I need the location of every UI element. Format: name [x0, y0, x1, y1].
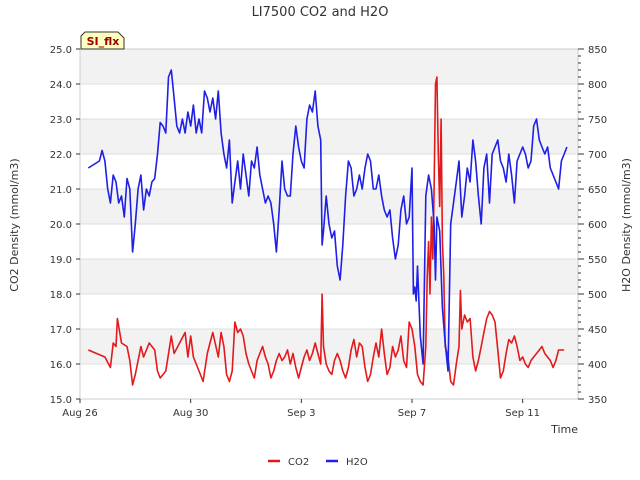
grid-band	[80, 84, 578, 119]
legend-label-h2o: H2O	[346, 457, 368, 468]
y-right-tick-label: 600	[588, 220, 607, 231]
legend-label-co2: CO2	[288, 457, 309, 468]
y-left-tick-label: 16.0	[50, 360, 72, 371]
legend: CO2 H2O	[268, 457, 368, 468]
y-right-tick-label: 700	[588, 150, 607, 161]
grid-band	[80, 154, 578, 189]
series-layer	[87, 69, 568, 386]
chart-title: LI7500 CO2 and H2O	[252, 5, 389, 20]
grid-band	[80, 224, 578, 259]
x-tick-label: Sep 7	[398, 408, 426, 419]
y-axis-left-label: CO2 Density (mmol/m3)	[8, 158, 21, 291]
grid-band	[80, 329, 578, 364]
y-right-tick-label: 500	[588, 290, 607, 301]
y-left-tick-label: 19.0	[50, 255, 72, 266]
x-tick-label: Aug 26	[62, 408, 97, 419]
badge: SI_flx	[80, 31, 125, 50]
series-line-co2	[87, 76, 565, 386]
y-right-tick-label: 550	[588, 255, 607, 266]
series-line-h2o	[87, 69, 568, 372]
x-axis: Aug 26 Aug 30 Sep 3 Sep 7 Sep 11	[62, 399, 540, 419]
grid-band	[80, 294, 578, 329]
x-axis-label: Time	[550, 423, 578, 436]
y-left-tick-label: 20.0	[50, 220, 72, 231]
badge-label: SI_flx	[87, 35, 120, 48]
x-tick-label: Sep 11	[505, 408, 540, 419]
y-right-tick-label: 750	[588, 115, 607, 126]
y-left-tick-label: 23.0	[50, 115, 72, 126]
y-left-tick-label: 15.0	[50, 395, 72, 406]
y-left-tick-label: 18.0	[50, 290, 72, 301]
y-axis-right-label: H2O Density (mmol/m3)	[620, 158, 633, 292]
x-tick-label: Sep 3	[287, 408, 315, 419]
y-right-tick-label: 450	[588, 325, 607, 336]
y-right-tick-label: 800	[588, 80, 607, 91]
grid-band	[80, 119, 578, 154]
x-tick-label: Aug 30	[173, 408, 208, 419]
y-axis-left: 15.0 16.0 17.0 18.0 19.0 20.0 21.0 22.0 23.0 24.0…	[50, 45, 80, 406]
y-right-tick-label: 400	[588, 360, 607, 371]
y-right-tick-label: 350	[588, 395, 607, 406]
y-left-tick-label: 17.0	[50, 325, 72, 336]
y-left-tick-label: 24.0	[50, 80, 72, 91]
y-left-tick-label: 22.0	[50, 150, 72, 161]
grid-bands	[80, 49, 578, 399]
y-left-tick-label: 25.0	[50, 45, 72, 56]
grid-band	[80, 49, 578, 84]
y-right-tick-label: 650	[588, 185, 607, 196]
y-left-tick-label: 21.0	[50, 185, 72, 196]
grid-band	[80, 259, 578, 294]
y-axis-right: 350 400 450 500 550 600 650 700 750 800 850	[578, 45, 607, 406]
y-right-tick-label: 850	[588, 45, 607, 56]
